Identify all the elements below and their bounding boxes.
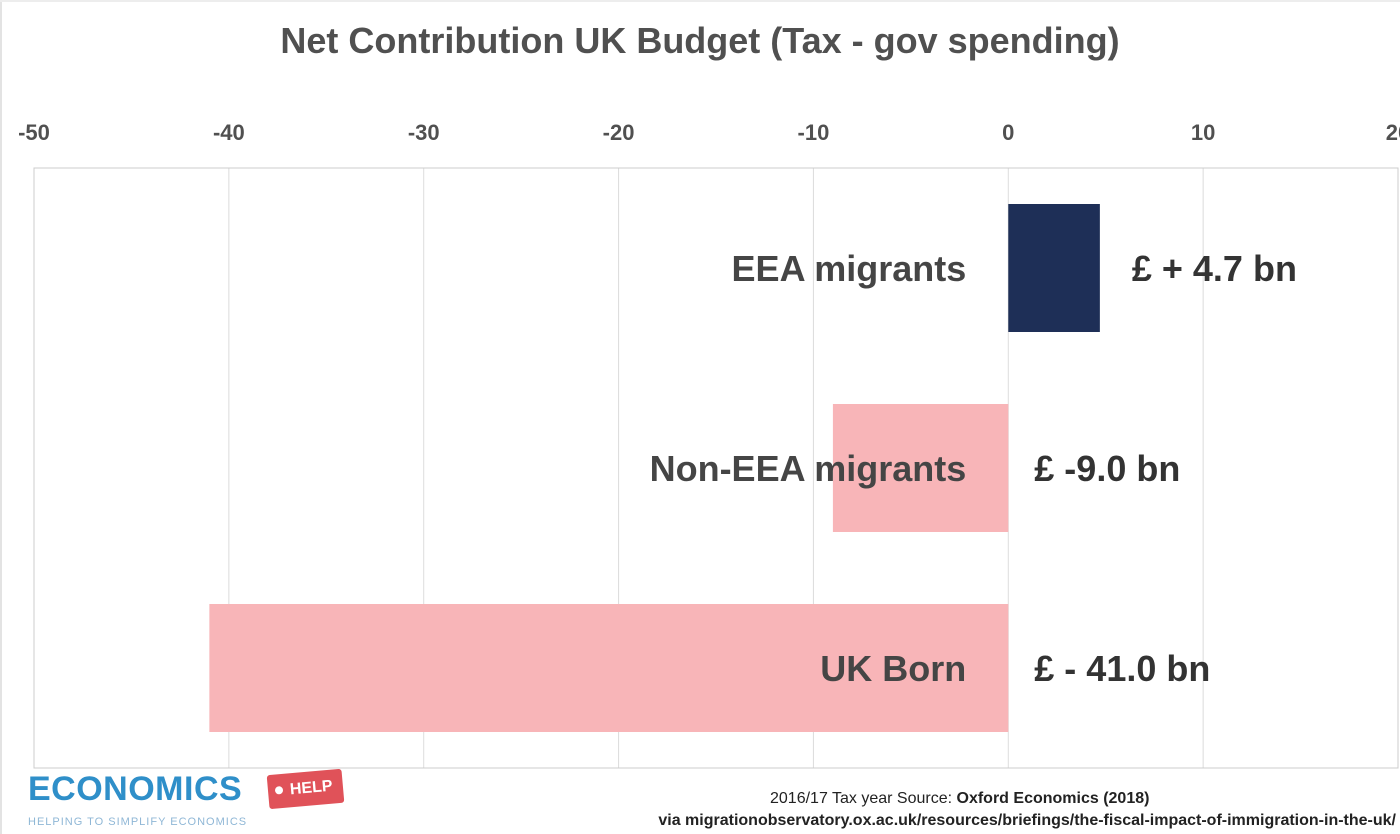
frame-border-left bbox=[0, 0, 2, 834]
source-url[interactable]: via migrationobservatory.ox.ac.uk/resour… bbox=[658, 812, 1396, 829]
frame-border-top bbox=[0, 0, 1400, 2]
data-label: £ + 4.7 bn bbox=[1132, 248, 1297, 289]
category-label: UK Born bbox=[820, 648, 966, 689]
economics-help-logo[interactable]: ECONOMICS HELP HELPING TO SIMPLIFY ECONO… bbox=[28, 768, 368, 834]
chart-title: Net Contribution UK Budget (Tax - gov sp… bbox=[280, 20, 1120, 61]
x-tick-label: -20 bbox=[603, 120, 635, 145]
bar-eea-migrants bbox=[1008, 204, 1100, 332]
x-tick-label: -50 bbox=[18, 120, 50, 145]
x-tick-label: 10 bbox=[1191, 120, 1215, 145]
source-prefix: 2016/17 Tax year Source: bbox=[770, 790, 953, 807]
bar-uk-born bbox=[209, 604, 1009, 732]
tag-hole-icon bbox=[274, 785, 284, 795]
x-tick-labels: -50 -40 -30 -20 -10 0 10 20 bbox=[18, 120, 1400, 145]
source-name: Oxford Economics (2018) bbox=[956, 790, 1150, 807]
x-tick-label: 20 bbox=[1386, 120, 1400, 145]
category-label: Non-EEA migrants bbox=[650, 448, 967, 489]
category-label: EEA migrants bbox=[732, 248, 967, 289]
bars bbox=[209, 204, 1100, 732]
source-citation: 2016/17 Tax year Source: Oxford Economic… bbox=[770, 790, 1149, 808]
bar-non-eea-migrants bbox=[832, 404, 1009, 532]
brand-tagline: HELPING TO SIMPLIFY ECONOMICS bbox=[28, 816, 248, 828]
x-tick-label: -30 bbox=[408, 120, 440, 145]
brand-tag-label: HELP bbox=[289, 777, 334, 799]
data-labels: £ + 4.7 bn £ -9.0 bn £ - 41.0 bn bbox=[1034, 248, 1297, 689]
brand-tag: HELP bbox=[266, 768, 345, 810]
plot-frame bbox=[33, 167, 1399, 769]
data-label: £ -9.0 bn bbox=[1034, 448, 1180, 489]
x-tick-label: 0 bbox=[1002, 120, 1014, 145]
data-label: £ - 41.0 bn bbox=[1034, 648, 1210, 689]
x-tick-label: -10 bbox=[798, 120, 830, 145]
x-tick-label: -40 bbox=[213, 120, 245, 145]
category-labels: EEA migrants Non-EEA migrants UK Born bbox=[650, 248, 967, 689]
brand-wordmark: ECONOMICS bbox=[28, 770, 243, 808]
